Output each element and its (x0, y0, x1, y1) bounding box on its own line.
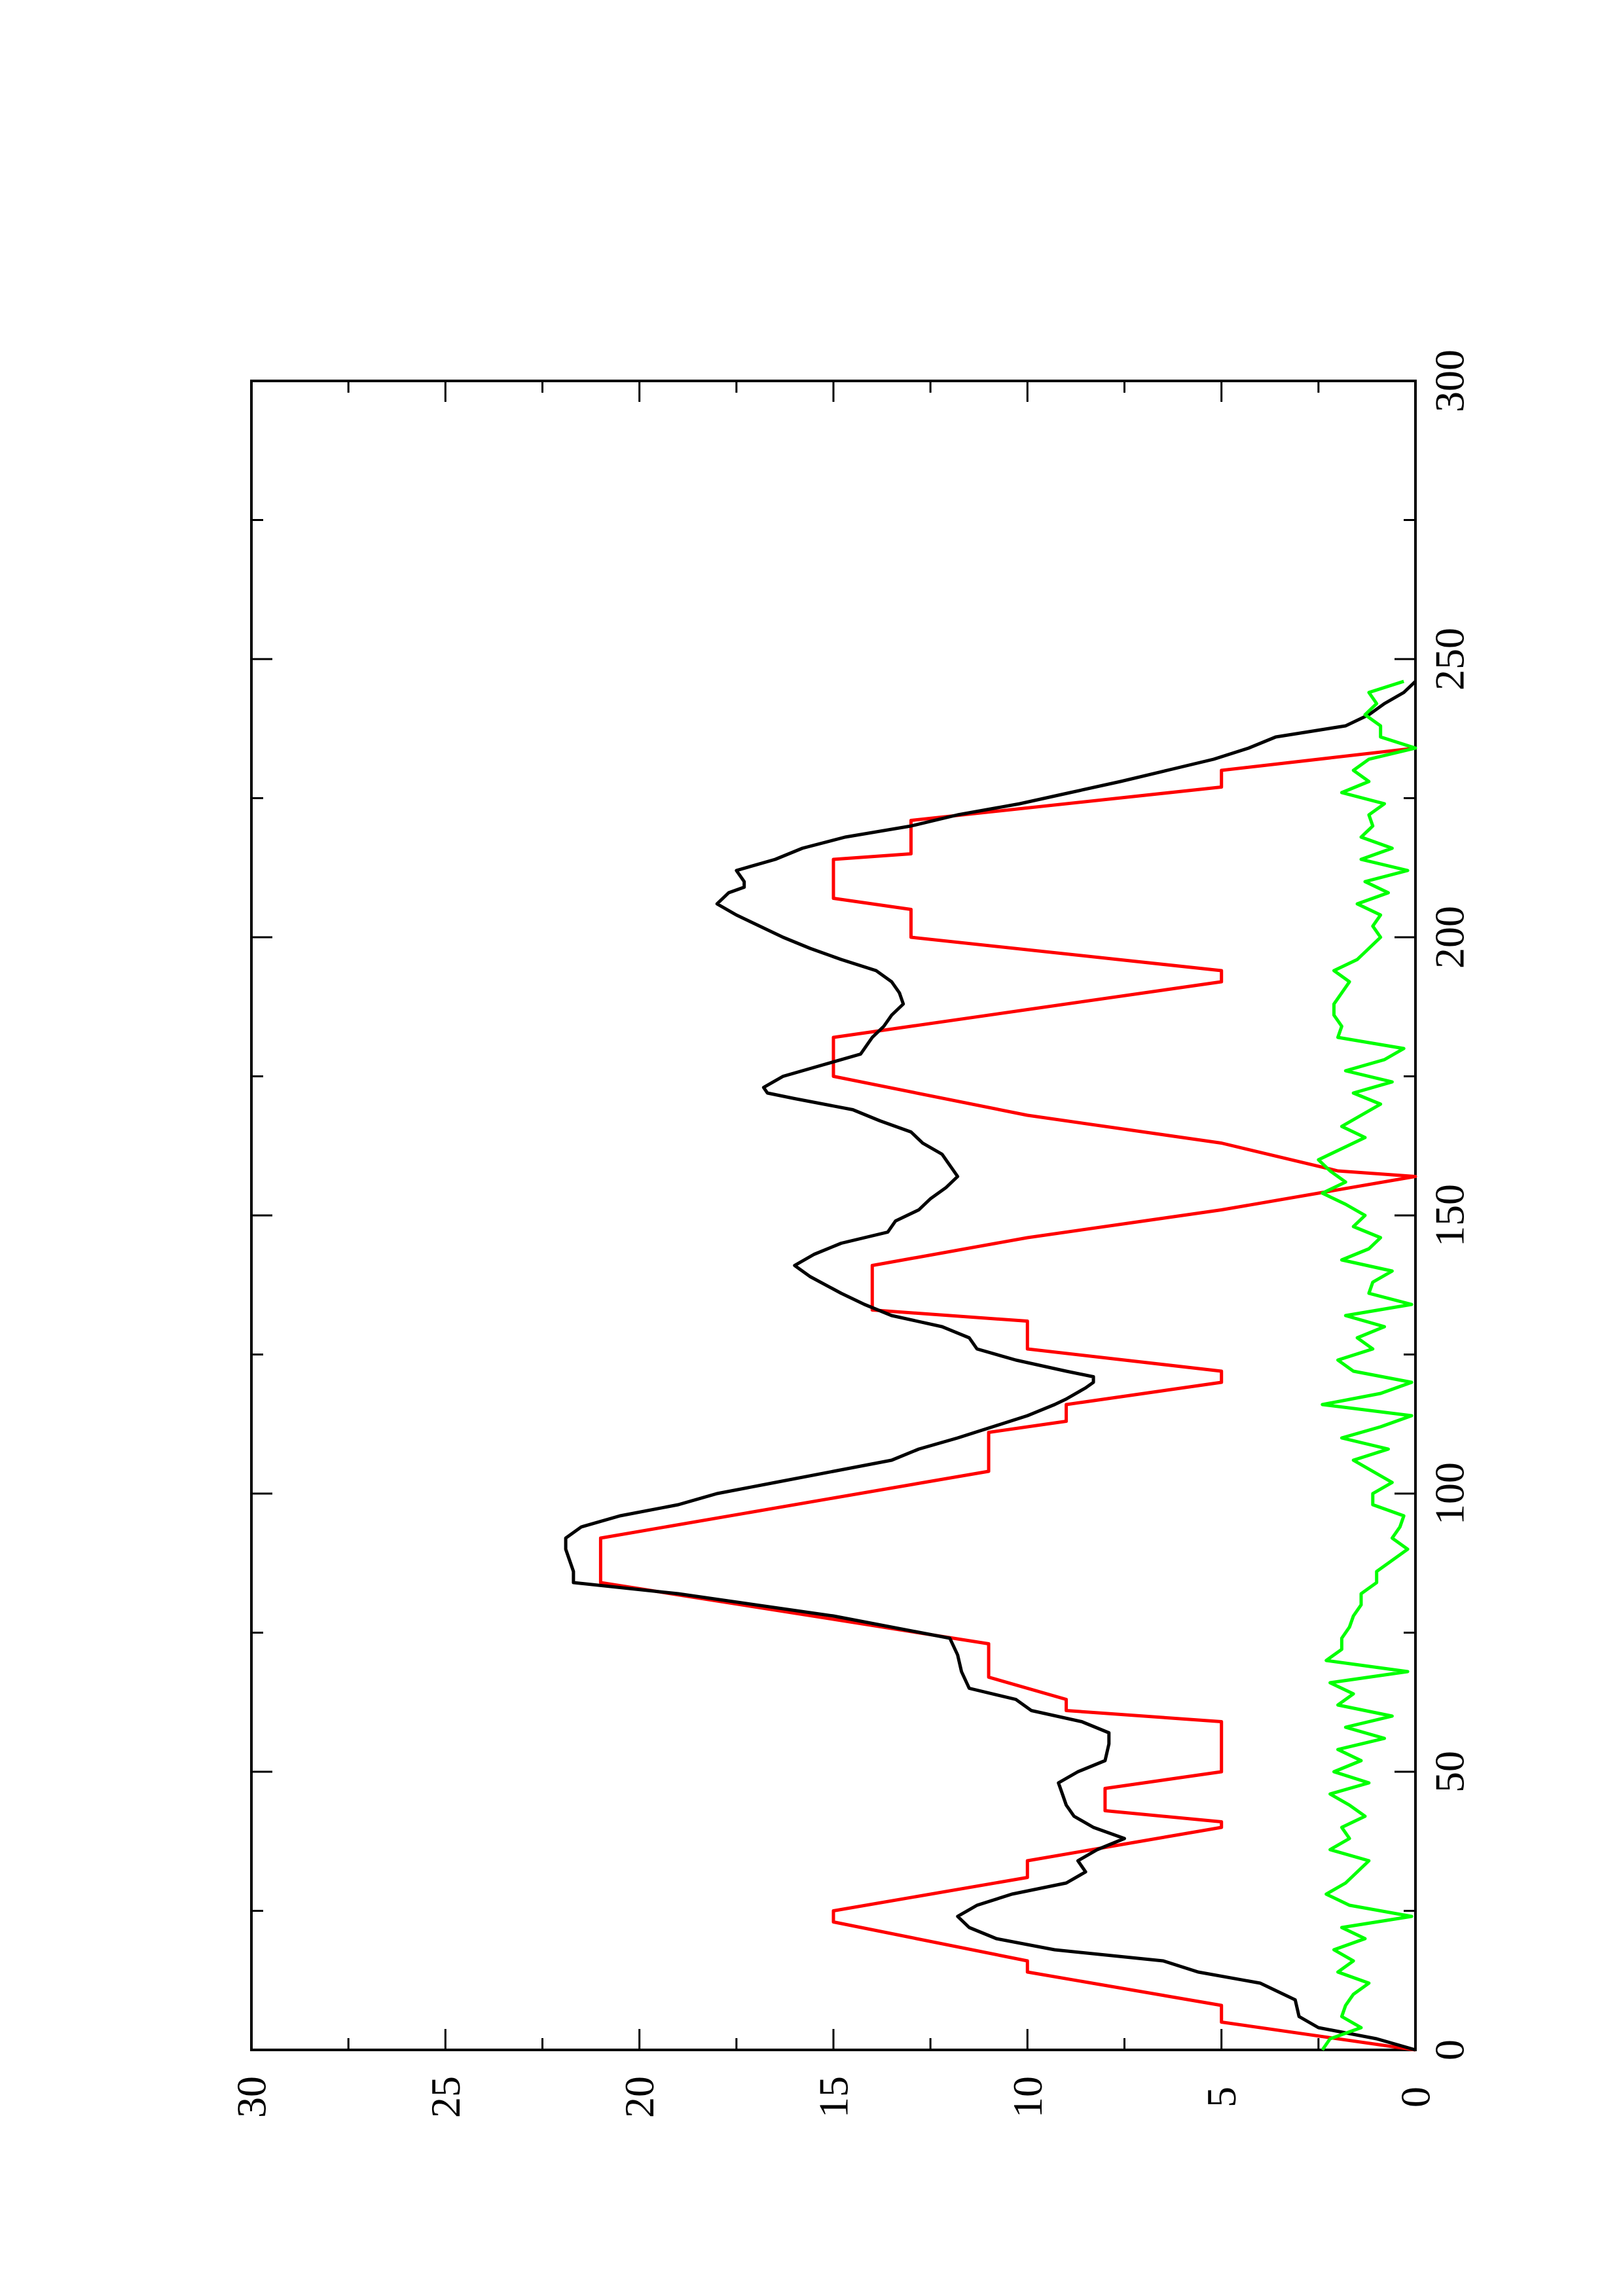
x-tick-label: 200 (1427, 906, 1473, 969)
x-tick-label: 0 (1427, 2039, 1473, 2060)
y-tick-label: 20 (616, 2076, 663, 2118)
y-tick-label: 15 (811, 2076, 857, 2118)
red-series-line (598, 746, 1417, 2052)
axis-tick-labels: 0 50 100 150 200 250 300 0 5 10 15 20 25 30 (228, 350, 1473, 2118)
y-tick-label: 0 (1393, 2087, 1439, 2108)
data-series (564, 679, 1417, 2052)
x-tick-label: 300 (1427, 350, 1473, 412)
black-series-line (564, 680, 1417, 2052)
green-series-line (1317, 679, 1417, 2051)
y-tick-label: 30 (228, 2076, 275, 2118)
plot-frame (250, 380, 1417, 2051)
axis-ticks (250, 380, 1417, 2051)
y-tick-label: 10 (1004, 2076, 1051, 2118)
y-tick-label: 5 (1198, 2087, 1245, 2108)
x-tick-label: 100 (1427, 1462, 1473, 1525)
x-tick-label: 150 (1427, 1184, 1473, 1247)
y-tick-label: 25 (422, 2076, 469, 2118)
x-tick-label: 50 (1427, 1751, 1473, 1793)
x-tick-label: 250 (1427, 628, 1473, 691)
